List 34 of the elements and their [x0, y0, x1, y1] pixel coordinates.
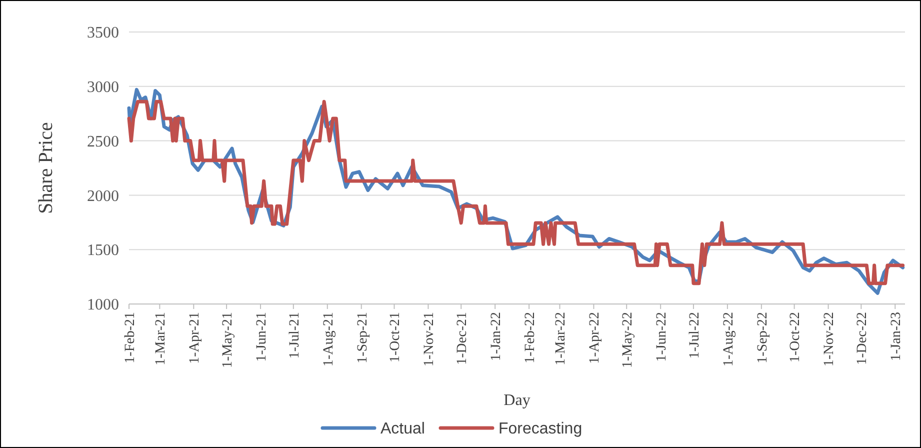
x-tick-label: 1-Jul-21	[287, 312, 302, 359]
x-tick-label: 1-Jun-21	[254, 312, 270, 362]
x-tick-label: 1-Apr-22	[588, 312, 603, 364]
x-tick-label: 1-Jan-22	[488, 312, 504, 361]
legend-label: Forecasting	[498, 420, 582, 438]
y-tick-label: 3500	[87, 24, 119, 42]
x-tick-label: 1-Jun-22	[654, 312, 670, 362]
x-tick-label: 1-Jan-23	[889, 312, 904, 361]
x-tick-label: 1-Nov-21	[422, 312, 438, 366]
x-axis-title: Day	[504, 392, 530, 409]
y-tick-label: 2500	[87, 133, 119, 150]
y-tick-label: 1500	[87, 242, 119, 260]
x-tick-label: 1-Oct-22	[788, 312, 804, 363]
x-tick-label: 1-Apr-21	[188, 312, 203, 364]
x-tick-label: 1-Sep-22	[755, 312, 770, 364]
x-tick-label: 1-Sep-21	[355, 312, 370, 364]
x-tick-label: 1-May-22	[620, 312, 636, 368]
y-axis-title: Share Price	[35, 122, 57, 214]
x-tick-label: 1-Dec-22	[855, 312, 870, 365]
x-tick-label: 1-Jul-22	[687, 312, 702, 359]
x-tick-label: 1-May-21	[220, 312, 236, 368]
x-tick-label: 1-Aug-21	[321, 312, 336, 366]
x-tick-label: 1-Feb-21	[122, 312, 138, 364]
x-tick-label: 1-Oct-21	[388, 312, 404, 363]
x-tick-label: 1-Mar-21	[154, 312, 169, 366]
x-tick-label: 1-Aug-22	[721, 312, 736, 366]
y-tick-label: 2000	[87, 188, 119, 205]
y-tick-label: 1000	[87, 296, 119, 314]
x-tick-label: 1-Nov-22	[822, 312, 838, 366]
y-tick-label: 3000	[87, 79, 119, 96]
legend-label: Actual	[380, 420, 425, 438]
x-tick-label: 1-Mar-22	[554, 312, 569, 366]
x-tick-label: 1-Dec-21	[455, 312, 470, 365]
x-tick-label: 1-Feb-22	[522, 312, 538, 364]
